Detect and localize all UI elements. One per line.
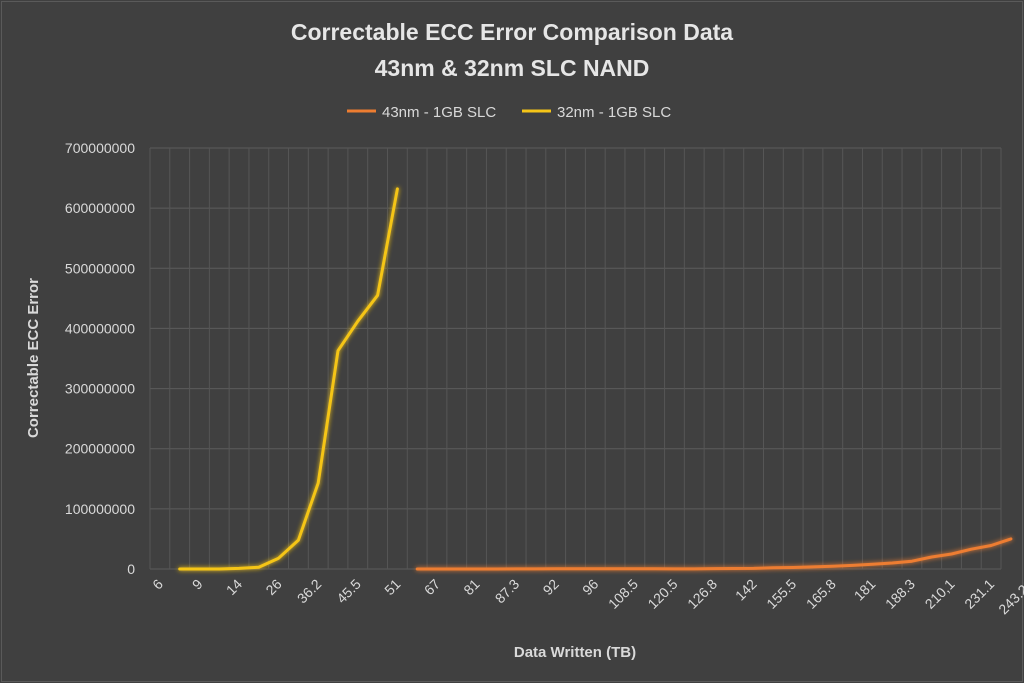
x-tick-label: 26 xyxy=(262,576,284,598)
x-tick-label: 92 xyxy=(540,576,562,598)
grid xyxy=(149,147,1002,570)
y-axis-title: Correctable ECC Error xyxy=(25,278,42,438)
x-tick-label: 81 xyxy=(460,576,482,598)
legend: 43nm - 1GB SLC 32nm - 1GB SLC xyxy=(347,104,671,121)
series-line-32nm xyxy=(178,187,399,571)
x-tick-label: 142 xyxy=(732,576,760,604)
x-tick-label: 9 xyxy=(189,576,206,593)
y-tick-label: 600000000 xyxy=(65,200,135,216)
x-tick-label: 36.2 xyxy=(294,576,325,607)
x-tick-label: 108.5 xyxy=(605,576,641,612)
y-tick-label: 0 xyxy=(127,561,135,577)
y-tick-label: 700000000 xyxy=(65,140,135,156)
x-tick-label: 120.5 xyxy=(644,576,680,612)
x-axis: 6 9 14 26 36.2 45.5 51 67 81 87.3 92 96 108.5 120.5 12… xyxy=(149,576,1024,618)
x-axis-title: Data Written (TB) xyxy=(514,644,636,661)
y-axis: 0 100000000 200000000 300000000 400000000 500… xyxy=(65,140,135,577)
x-tick-label: 210,1 xyxy=(922,576,958,612)
x-tick-label: 165.8 xyxy=(803,576,839,612)
y-tick-label: 400000000 xyxy=(65,320,135,336)
legend-label-32nm: 32nm - 1GB SLC xyxy=(557,104,671,121)
series-line-43nm xyxy=(415,537,1013,571)
x-tick-label: 181 xyxy=(851,576,879,604)
x-tick-label: 51 xyxy=(381,576,403,598)
x-tick-label: 96 xyxy=(579,576,601,598)
y-tick-label: 300000000 xyxy=(65,381,135,397)
x-tick-label: 87.3 xyxy=(492,576,523,607)
legend-label-43nm: 43nm - 1GB SLC xyxy=(382,104,496,121)
x-tick-label: 14 xyxy=(223,576,245,598)
x-tick-label: 6 xyxy=(149,576,166,593)
x-tick-label: 231.1 xyxy=(961,576,997,612)
x-tick-label: 45.5 xyxy=(333,576,364,607)
chart-subtitle: 43nm & 32nm SLC NAND xyxy=(375,55,650,81)
x-tick-label: 126.8 xyxy=(684,576,720,612)
x-tick-label: 188.3 xyxy=(882,576,918,612)
x-tick-label: 155.5 xyxy=(763,576,799,612)
series-layer xyxy=(178,187,1013,571)
y-tick-label: 100000000 xyxy=(65,501,135,517)
y-tick-label: 500000000 xyxy=(65,260,135,276)
x-tick-label: 243.29 xyxy=(995,576,1024,618)
x-tick-label: 67 xyxy=(421,576,443,598)
chart-title: Correctable ECC Error Comparison Data xyxy=(291,19,733,45)
y-tick-label: 200000000 xyxy=(65,441,135,457)
